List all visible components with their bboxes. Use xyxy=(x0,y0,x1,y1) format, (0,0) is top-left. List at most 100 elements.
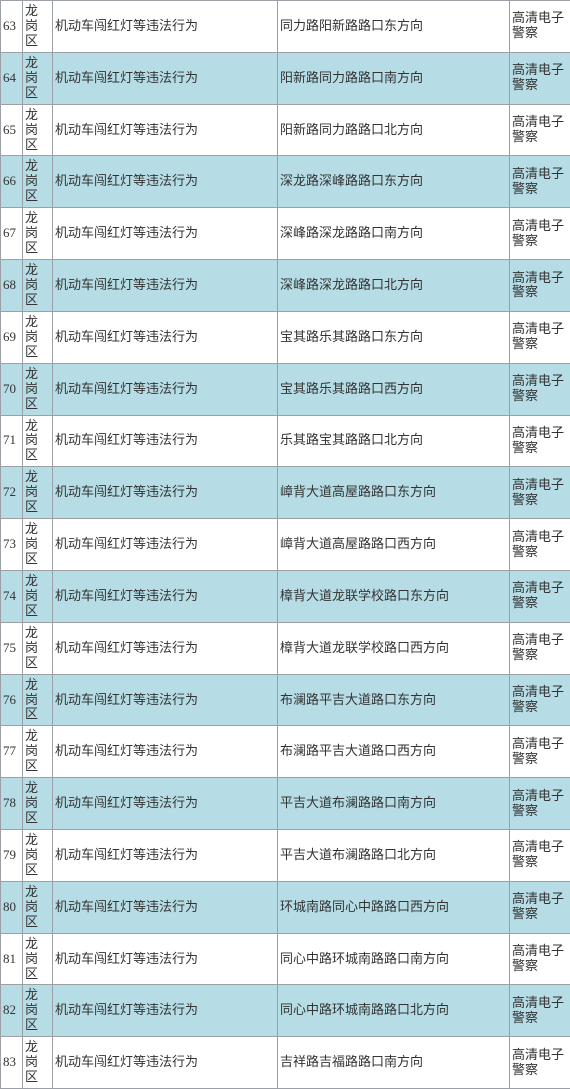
cell-location: 同力路阳新路路口东方向 xyxy=(278,1,510,53)
cell-violation: 机动车闯红灯等违法行为 xyxy=(53,467,278,519)
table-row: 79龙岗区机动车闯红灯等违法行为平吉大道布澜路路口北方向高清电子警察 xyxy=(1,830,570,882)
cell-device: 高清电子警察 xyxy=(510,415,570,467)
cell-device: 高清电子警察 xyxy=(510,1037,570,1089)
cell-area: 龙岗区 xyxy=(23,1,53,53)
cell-device: 高清电子警察 xyxy=(510,519,570,571)
cell-device: 高清电子警察 xyxy=(510,467,570,519)
cell-location: 嶂背大道高屋路路口西方向 xyxy=(278,519,510,571)
table-row: 82龙岗区机动车闯红灯等违法行为同心中路环城南路路口北方向高清电子警察 xyxy=(1,985,570,1037)
cell-area: 龙岗区 xyxy=(23,985,53,1037)
cell-violation: 机动车闯红灯等违法行为 xyxy=(53,519,278,571)
cell-location: 阳新路同力路路口北方向 xyxy=(278,104,510,156)
cell-location: 同心中路环城南路路口南方向 xyxy=(278,933,510,985)
cell-index: 78 xyxy=(1,778,23,830)
cell-location: 吉祥路吉福路路口南方向 xyxy=(278,1037,510,1089)
cell-violation: 机动车闯红灯等违法行为 xyxy=(53,363,278,415)
table-row: 64龙岗区机动车闯红灯等违法行为阳新路同力路路口南方向高清电子警察 xyxy=(1,52,570,104)
table-row: 75龙岗区机动车闯红灯等违法行为樟背大道龙联学校路口西方向高清电子警察 xyxy=(1,622,570,674)
cell-index: 65 xyxy=(1,104,23,156)
cell-index: 64 xyxy=(1,52,23,104)
cell-device: 高清电子警察 xyxy=(510,726,570,778)
cell-device: 高清电子警察 xyxy=(510,156,570,208)
cell-device: 高清电子警察 xyxy=(510,778,570,830)
table-row: 71龙岗区机动车闯红灯等违法行为乐其路宝其路路口北方向高清电子警察 xyxy=(1,415,570,467)
cell-device: 高清电子警察 xyxy=(510,570,570,622)
cell-violation: 机动车闯红灯等违法行为 xyxy=(53,933,278,985)
cell-area: 龙岗区 xyxy=(23,570,53,622)
cell-device: 高清电子警察 xyxy=(510,985,570,1037)
cell-index: 66 xyxy=(1,156,23,208)
cell-device: 高清电子警察 xyxy=(510,208,570,260)
cell-area: 龙岗区 xyxy=(23,674,53,726)
cell-index: 68 xyxy=(1,260,23,312)
cell-violation: 机动车闯红灯等违法行为 xyxy=(53,311,278,363)
cell-violation: 机动车闯红灯等违法行为 xyxy=(53,830,278,882)
table-row: 80龙岗区机动车闯红灯等违法行为环城南路同心中路路口西方向高清电子警察 xyxy=(1,881,570,933)
table-row: 72龙岗区机动车闯红灯等违法行为嶂背大道高屋路路口东方向高清电子警察 xyxy=(1,467,570,519)
cell-violation: 机动车闯红灯等违法行为 xyxy=(53,778,278,830)
cell-index: 69 xyxy=(1,311,23,363)
cell-index: 72 xyxy=(1,467,23,519)
table-row: 69龙岗区机动车闯红灯等违法行为宝其路乐其路路口东方向高清电子警察 xyxy=(1,311,570,363)
cell-location: 深峰路深龙路路口北方向 xyxy=(278,260,510,312)
cell-index: 71 xyxy=(1,415,23,467)
cell-violation: 机动车闯红灯等违法行为 xyxy=(53,415,278,467)
cell-area: 龙岗区 xyxy=(23,467,53,519)
table-row: 81龙岗区机动车闯红灯等违法行为同心中路环城南路路口南方向高清电子警察 xyxy=(1,933,570,985)
cell-device: 高清电子警察 xyxy=(510,311,570,363)
cell-area: 龙岗区 xyxy=(23,156,53,208)
cell-index: 77 xyxy=(1,726,23,778)
cell-index: 81 xyxy=(1,933,23,985)
cell-index: 63 xyxy=(1,1,23,53)
cell-device: 高清电子警察 xyxy=(510,104,570,156)
cell-area: 龙岗区 xyxy=(23,519,53,571)
cell-device: 高清电子警察 xyxy=(510,52,570,104)
cell-area: 龙岗区 xyxy=(23,311,53,363)
cell-area: 龙岗区 xyxy=(23,830,53,882)
cell-location: 深峰路深龙路路口南方向 xyxy=(278,208,510,260)
cell-device: 高清电子警察 xyxy=(510,622,570,674)
table-row: 63龙岗区机动车闯红灯等违法行为同力路阳新路路口东方向高清电子警察 xyxy=(1,1,570,53)
cell-violation: 机动车闯红灯等违法行为 xyxy=(53,1,278,53)
cell-location: 樟背大道龙联学校路口东方向 xyxy=(278,570,510,622)
cell-device: 高清电子警察 xyxy=(510,1,570,53)
cell-area: 龙岗区 xyxy=(23,260,53,312)
cell-index: 80 xyxy=(1,881,23,933)
cell-violation: 机动车闯红灯等违法行为 xyxy=(53,104,278,156)
cell-area: 龙岗区 xyxy=(23,1037,53,1089)
cell-area: 龙岗区 xyxy=(23,415,53,467)
cell-location: 平吉大道布澜路路口南方向 xyxy=(278,778,510,830)
cell-index: 74 xyxy=(1,570,23,622)
cell-area: 龙岗区 xyxy=(23,881,53,933)
cell-index: 76 xyxy=(1,674,23,726)
cell-violation: 机动车闯红灯等违法行为 xyxy=(53,985,278,1037)
violation-table: 63龙岗区机动车闯红灯等违法行为同力路阳新路路口东方向高清电子警察64龙岗区机动… xyxy=(0,0,570,1089)
cell-violation: 机动车闯红灯等违法行为 xyxy=(53,208,278,260)
cell-violation: 机动车闯红灯等违法行为 xyxy=(53,260,278,312)
cell-location: 阳新路同力路路口南方向 xyxy=(278,52,510,104)
cell-location: 深龙路深峰路路口东方向 xyxy=(278,156,510,208)
cell-device: 高清电子警察 xyxy=(510,933,570,985)
cell-index: 79 xyxy=(1,830,23,882)
cell-location: 同心中路环城南路路口北方向 xyxy=(278,985,510,1037)
cell-location: 宝其路乐其路路口东方向 xyxy=(278,311,510,363)
cell-violation: 机动车闯红灯等违法行为 xyxy=(53,52,278,104)
cell-location: 布澜路平吉大道路口西方向 xyxy=(278,726,510,778)
table-row: 76龙岗区机动车闯红灯等违法行为布澜路平吉大道路口东方向高清电子警察 xyxy=(1,674,570,726)
cell-area: 龙岗区 xyxy=(23,52,53,104)
cell-index: 70 xyxy=(1,363,23,415)
cell-area: 龙岗区 xyxy=(23,104,53,156)
cell-device: 高清电子警察 xyxy=(510,674,570,726)
cell-area: 龙岗区 xyxy=(23,933,53,985)
cell-violation: 机动车闯红灯等违法行为 xyxy=(53,570,278,622)
table-row: 74龙岗区机动车闯红灯等违法行为樟背大道龙联学校路口东方向高清电子警察 xyxy=(1,570,570,622)
cell-location: 乐其路宝其路路口北方向 xyxy=(278,415,510,467)
table-row: 78龙岗区机动车闯红灯等违法行为平吉大道布澜路路口南方向高清电子警察 xyxy=(1,778,570,830)
table-row: 70龙岗区机动车闯红灯等违法行为宝其路乐其路路口西方向高清电子警察 xyxy=(1,363,570,415)
table-row: 65龙岗区机动车闯红灯等违法行为阳新路同力路路口北方向高清电子警察 xyxy=(1,104,570,156)
cell-index: 67 xyxy=(1,208,23,260)
cell-violation: 机动车闯红灯等违法行为 xyxy=(53,1037,278,1089)
cell-device: 高清电子警察 xyxy=(510,881,570,933)
cell-violation: 机动车闯红灯等违法行为 xyxy=(53,881,278,933)
cell-violation: 机动车闯红灯等违法行为 xyxy=(53,622,278,674)
